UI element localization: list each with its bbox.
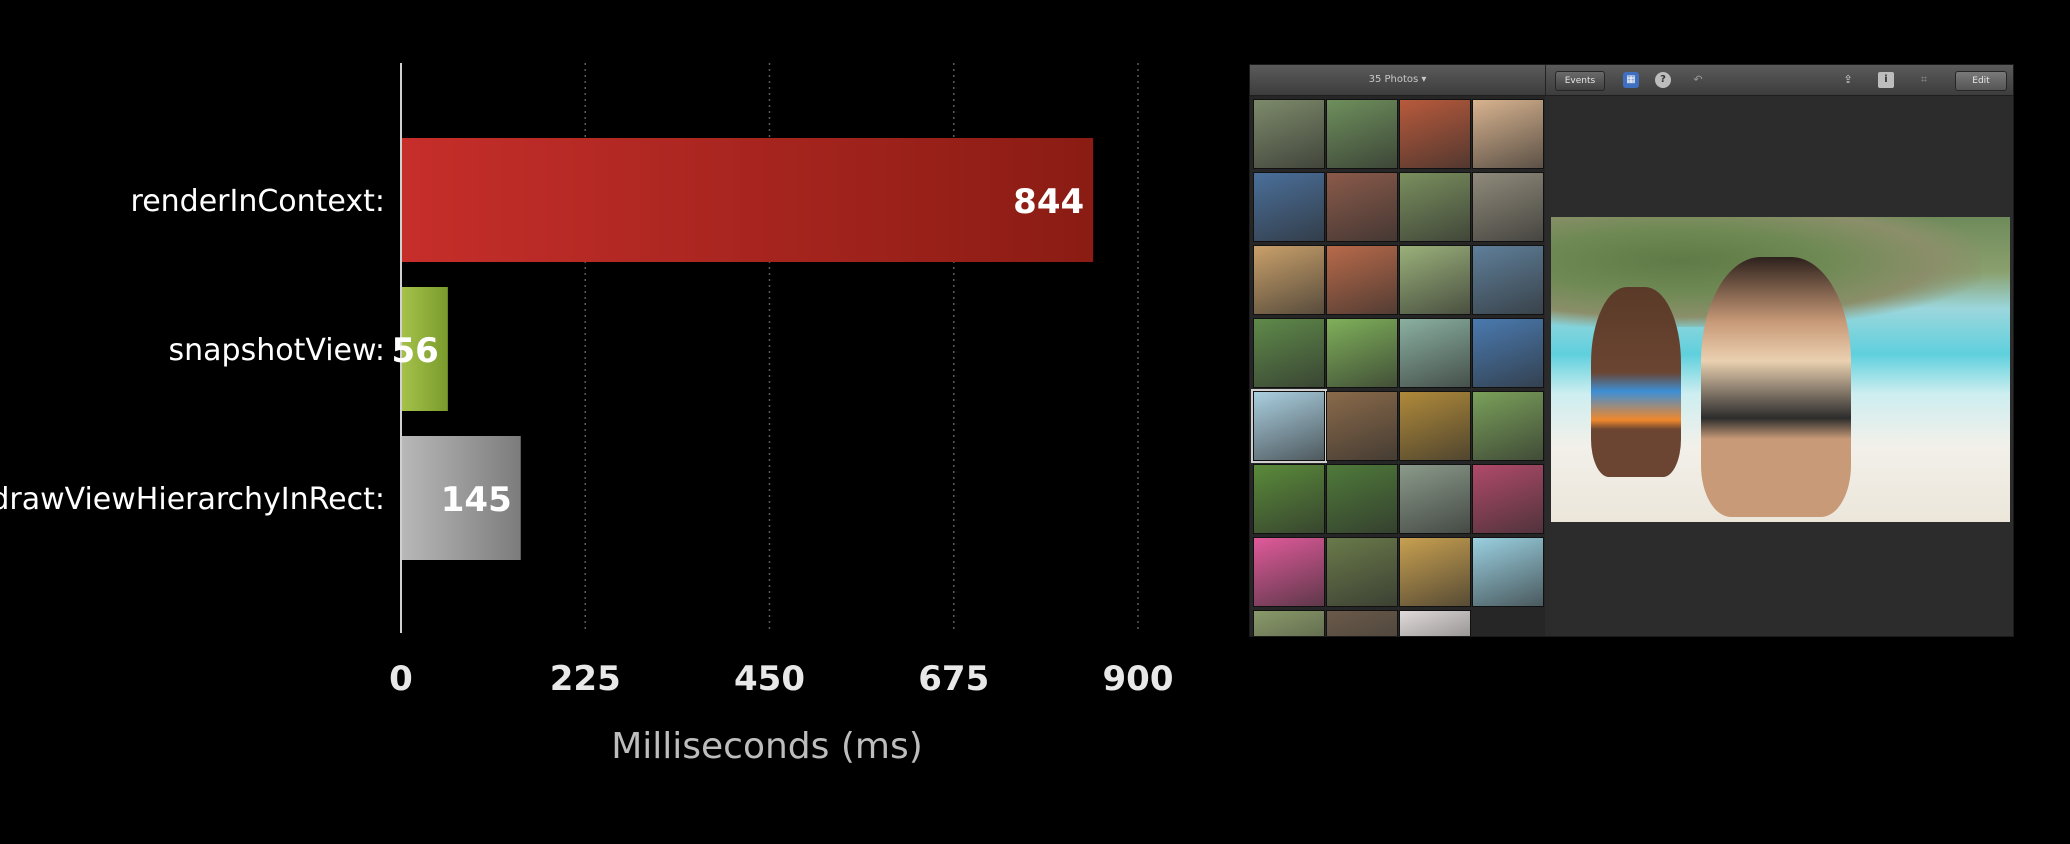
bars bbox=[402, 138, 1094, 560]
share-icon[interactable]: ⇪ bbox=[1843, 73, 1853, 86]
events-button[interactable]: Events bbox=[1555, 71, 1605, 91]
photo-thumbnail[interactable] bbox=[1326, 537, 1398, 607]
photo-thumbnail[interactable] bbox=[1326, 245, 1398, 315]
photo-thumbnail[interactable] bbox=[1472, 537, 1544, 607]
edit-button[interactable]: Edit bbox=[1955, 71, 2007, 91]
bar bbox=[402, 287, 448, 411]
photo-thumbnail[interactable] bbox=[1326, 464, 1398, 534]
photo-thumbnail[interactable] bbox=[1251, 389, 1327, 463]
photo-thumbnail[interactable] bbox=[1399, 318, 1471, 388]
iphoto-screenshot: 35 Photos ▾ Events ▦ ? ↶ ⇪ i ⌗ Edit bbox=[1250, 65, 2013, 636]
photo-thumbnail[interactable] bbox=[1472, 391, 1544, 461]
thumbnail-grid bbox=[1250, 96, 1545, 636]
undo-icon[interactable]: ↶ bbox=[1693, 73, 1703, 86]
photo-thumbnail[interactable] bbox=[1399, 172, 1471, 242]
photo-thumbnail[interactable] bbox=[1472, 172, 1544, 242]
photo-thumbnail[interactable] bbox=[1399, 391, 1471, 461]
toolbar: 35 Photos ▾ Events ▦ ? ↶ ⇪ i ⌗ Edit bbox=[1250, 65, 2013, 96]
photo-thumbnail[interactable] bbox=[1399, 245, 1471, 315]
bar bbox=[402, 138, 1094, 262]
photo-thumbnail[interactable] bbox=[1472, 318, 1544, 388]
photo-person bbox=[1701, 257, 1851, 517]
bar-chart: 0 225 450 675 900 renderInContext: 844 snapshot… bbox=[0, 63, 1173, 767]
photo-person bbox=[1591, 287, 1681, 477]
bar bbox=[402, 436, 521, 560]
photo-thumbnail[interactable] bbox=[1472, 464, 1544, 534]
help-icon[interactable]: ? bbox=[1655, 72, 1671, 88]
photos-count-dropdown[interactable]: 35 Photos ▾ bbox=[1368, 74, 1427, 85]
photo-thumbnail[interactable] bbox=[1253, 172, 1325, 242]
category-label: drawViewHierarchyInRect: bbox=[0, 482, 385, 517]
category-label: renderInContext: bbox=[131, 184, 385, 219]
x-tick-label: 0 bbox=[389, 659, 413, 699]
toolbar-divider bbox=[1545, 65, 1546, 95]
x-tick-label: 900 bbox=[1103, 659, 1174, 699]
category-label: snapshotView: bbox=[169, 333, 386, 368]
data-label: 56 bbox=[392, 331, 439, 371]
photo-thumbnail[interactable] bbox=[1472, 99, 1544, 169]
photo-thumbnail[interactable] bbox=[1253, 537, 1325, 607]
data-label: 844 bbox=[1013, 182, 1084, 222]
x-tick-label: 675 bbox=[918, 659, 989, 699]
photo-thumbnail[interactable] bbox=[1253, 245, 1325, 315]
photo-thumbnail[interactable] bbox=[1326, 318, 1398, 388]
photo-thumbnail[interactable] bbox=[1399, 464, 1471, 534]
photo-thumbnail[interactable] bbox=[1326, 391, 1398, 461]
photo-thumbnail[interactable] bbox=[1472, 245, 1544, 315]
x-tick-label: 225 bbox=[550, 659, 621, 699]
data-label: 145 bbox=[441, 480, 512, 520]
crop-icon[interactable]: ⌗ bbox=[1920, 73, 1928, 86]
labels: 0 225 450 675 900 renderInContext: 844 snapshot… bbox=[0, 182, 1173, 699]
photo-thumbnail[interactable] bbox=[1253, 318, 1325, 388]
photo-thumbnail[interactable] bbox=[1326, 99, 1398, 169]
photo-thumbnail[interactable] bbox=[1253, 464, 1325, 534]
info-icon[interactable]: i bbox=[1878, 72, 1894, 88]
photo-thumbnail[interactable] bbox=[1399, 99, 1471, 169]
photo-viewer bbox=[1551, 96, 2013, 636]
photo-thumbnail[interactable] bbox=[1253, 99, 1325, 169]
x-axis-label: Milliseconds (ms) bbox=[611, 726, 923, 767]
x-tick-label: 450 bbox=[734, 659, 805, 699]
photo-thumbnail[interactable] bbox=[1399, 537, 1471, 607]
gridlines bbox=[584, 63, 1139, 633]
main-photo[interactable] bbox=[1551, 217, 2010, 522]
photo-thumbnail[interactable] bbox=[1253, 610, 1325, 636]
photo-thumbnail[interactable] bbox=[1326, 610, 1398, 636]
photo-thumbnail[interactable] bbox=[1326, 172, 1398, 242]
photo-thumbnail[interactable] bbox=[1399, 610, 1471, 636]
grid-icon[interactable]: ▦ bbox=[1623, 72, 1639, 88]
